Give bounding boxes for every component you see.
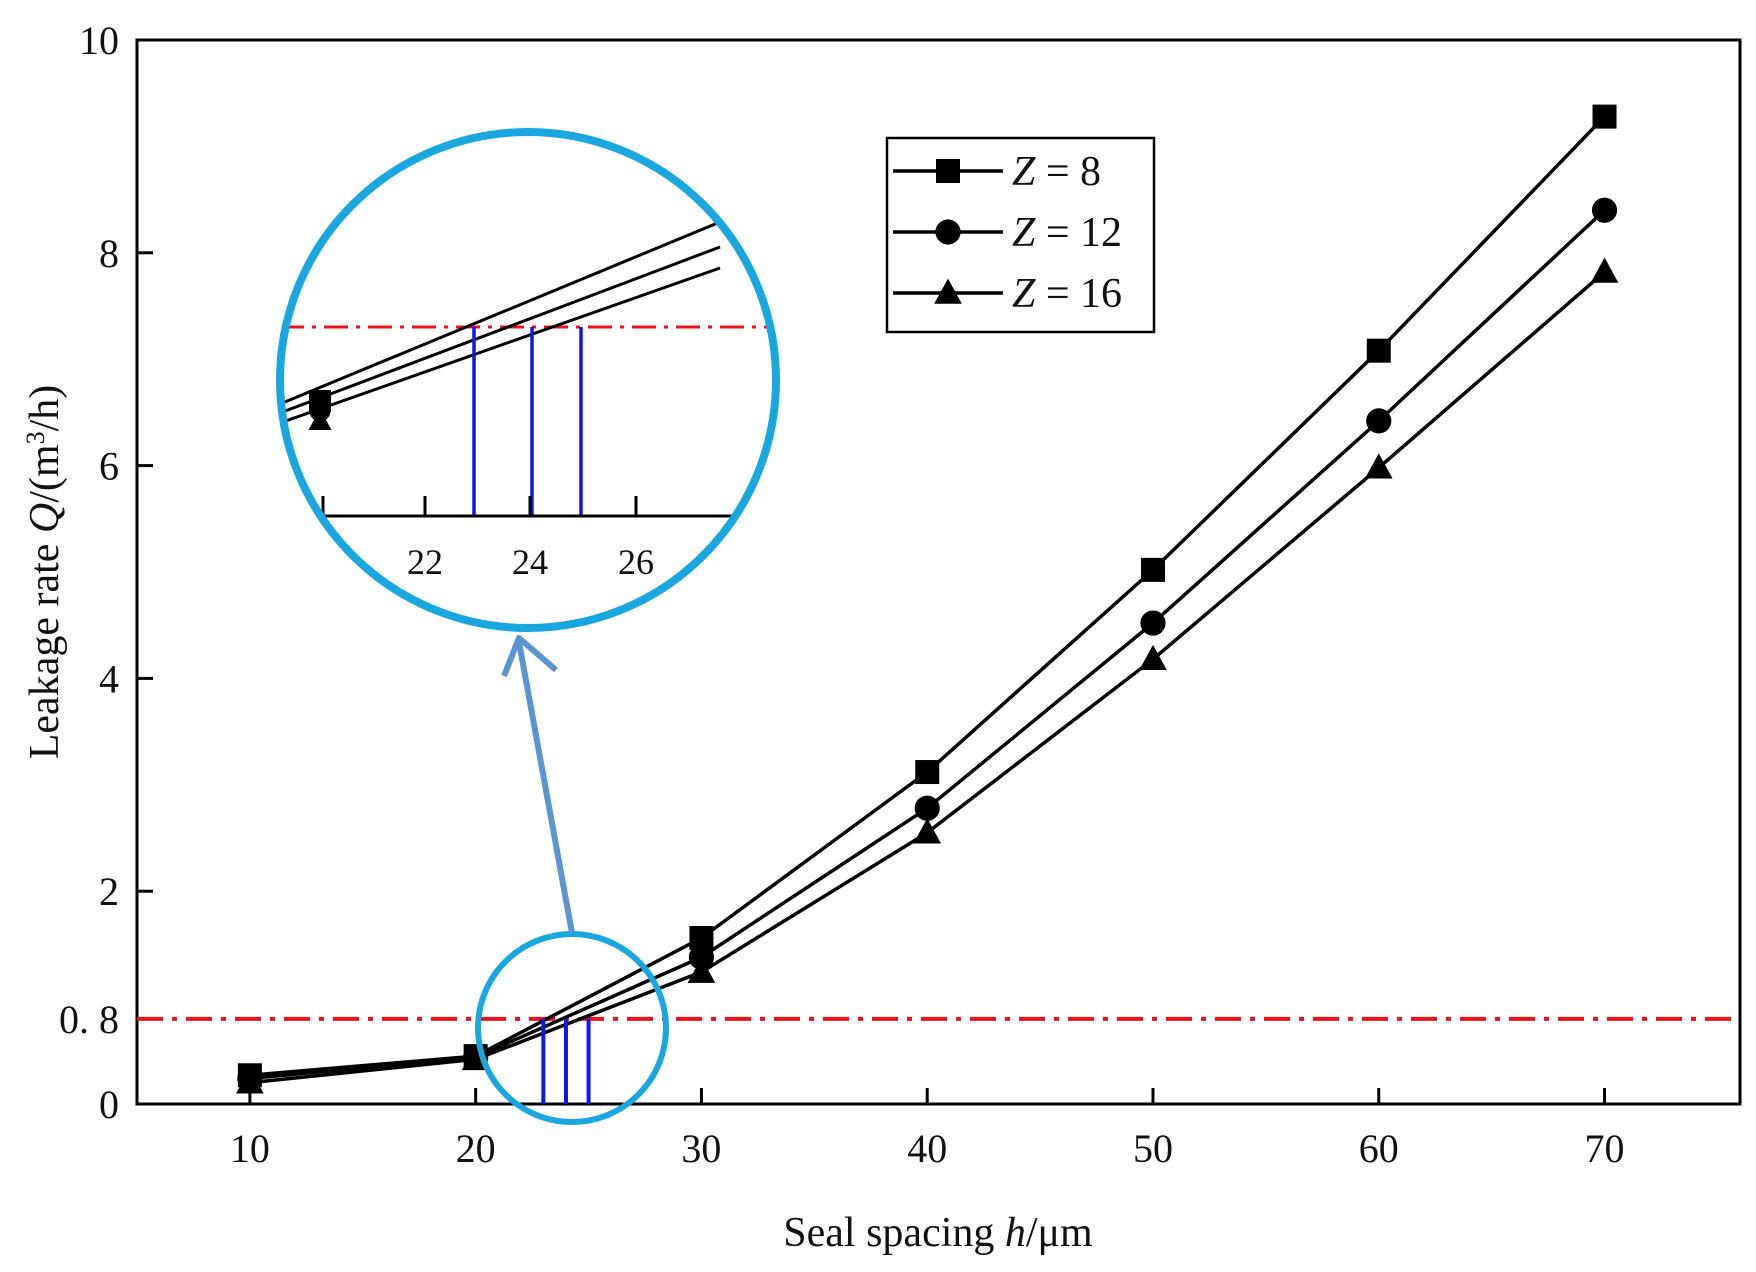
data-point [1366, 408, 1392, 434]
x-axis-label-post: /μm [1026, 1210, 1093, 1256]
legend-label-eq: = 8 [1035, 149, 1101, 195]
data-point [687, 957, 716, 983]
zoom-source-circle [475, 931, 669, 1125]
legend-item: Z = 8 [893, 149, 1101, 195]
x-tick-label: 20 [456, 1126, 496, 1171]
legend-label: Z = 16 [1012, 271, 1122, 317]
data-point [1591, 197, 1618, 223]
y-axis-label-end: /h) [22, 385, 68, 432]
legend-marker [935, 219, 961, 245]
data-point [1364, 453, 1393, 479]
inset-series-line [280, 220, 721, 406]
data-point [688, 944, 715, 970]
legend-label-eq: = 12 [1035, 210, 1122, 256]
data-point [1140, 557, 1165, 582]
inset-series-line [280, 266, 721, 425]
x-tick-label: 10 [230, 1126, 270, 1171]
y-axis-label-sup: 3 [21, 431, 50, 444]
y-axis-label: Leakage rate Q/(m3/h) [21, 385, 69, 760]
data-point [915, 760, 940, 785]
y-tick-label: 8 [99, 231, 119, 276]
x-tick-label: 70 [1585, 1126, 1625, 1171]
plot-frame [135, 38, 1742, 1106]
y-tick-label: 0. 8 [59, 997, 119, 1042]
data-point [1592, 104, 1617, 129]
inset-x-tick-label: 26 [618, 542, 654, 582]
data-point [1366, 338, 1391, 363]
crossing-layer [541, 1018, 591, 1104]
x-axis-label: Seal spacing h/μm [783, 1210, 1093, 1256]
y-tick-label: 2 [99, 869, 119, 914]
legend-label-eq: = 16 [1035, 271, 1122, 317]
legend-label-var: Z [1012, 271, 1036, 317]
x-tick-label: 60 [1359, 1126, 1399, 1171]
legend: Z = 8Z = 12Z = 16 [885, 136, 1156, 334]
y-axis: 0 2 4 6 8 10 0. 8 [59, 18, 153, 1127]
inset-x-tick-label: 24 [512, 542, 548, 582]
y-axis-label-var: Q [22, 503, 68, 533]
legend-label-var: Z [1012, 149, 1036, 195]
y-axis-label-post: /(m [22, 444, 68, 503]
data-point [913, 818, 942, 844]
inset-data-point [308, 409, 332, 430]
x-axis: 10 20 30 40 50 60 70 [230, 1088, 1625, 1171]
legend-marker [936, 159, 960, 183]
legend-item: Z = 12 [893, 210, 1122, 256]
legend-label-var: Z [1012, 210, 1036, 256]
x-tick-label: 30 [681, 1126, 721, 1171]
inset-series-line [280, 245, 721, 415]
legend-item: Z = 16 [893, 271, 1122, 317]
series-triangle [236, 257, 1619, 1094]
zoom-arrow-head [501, 635, 558, 678]
y-tick-label: 4 [99, 656, 119, 701]
inset-circle [276, 128, 780, 632]
data-point [1590, 257, 1619, 283]
inset-x-tick-label: 22 [407, 542, 443, 582]
x-tick-label: 50 [1133, 1126, 1173, 1171]
y-tick-label: 6 [99, 444, 119, 489]
inset-content: 22 24 26 [280, 132, 776, 628]
y-tick-label: 0 [99, 1082, 119, 1127]
y-tick-label: 10 [79, 18, 119, 63]
x-axis-label-var: h [1005, 1210, 1026, 1256]
y-axis-label-pre: Leakage rate [22, 533, 68, 759]
zoom-arrow-shaft [516, 641, 575, 934]
data-point [914, 795, 940, 821]
legend-label: Z = 8 [1012, 149, 1101, 195]
legend-label: Z = 12 [1012, 210, 1122, 256]
data-point [236, 1068, 264, 1094]
x-tick-label: 40 [907, 1126, 947, 1171]
x-axis-label-pre: Seal spacing [783, 1210, 1005, 1256]
data-point [1140, 610, 1166, 636]
legend-marker [934, 278, 962, 304]
zoom-layer: 22 24 26 [276, 128, 780, 1125]
data-point [1139, 644, 1167, 671]
inset-background [280, 132, 776, 628]
